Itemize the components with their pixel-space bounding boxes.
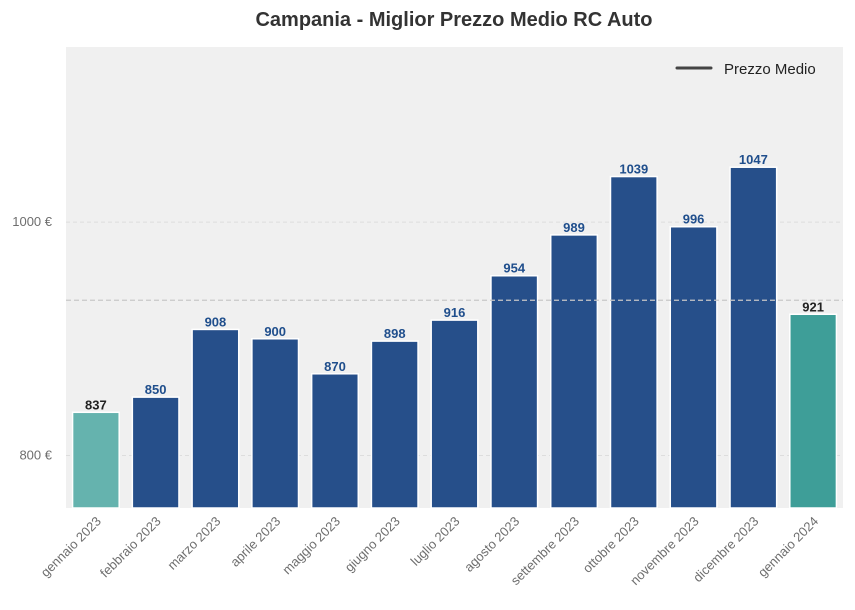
- x-tick-label: giugno 2023: [342, 514, 403, 575]
- bar: [669, 225, 718, 509]
- bar: [549, 234, 599, 509]
- chart-title: Campania - Miglior Prezzo Medio RC Auto: [255, 9, 652, 31]
- bar: [789, 313, 838, 509]
- x-tick-label: agosto 2023: [461, 514, 522, 575]
- x-tick-label: aprile 2023: [227, 514, 283, 570]
- data-label: 1039: [619, 162, 648, 177]
- data-label: 989: [563, 220, 585, 235]
- bar: [310, 373, 360, 509]
- bar: [370, 340, 419, 509]
- bars: [71, 166, 838, 509]
- bar: [729, 166, 778, 509]
- x-tick-label: luglio 2023: [408, 514, 463, 569]
- y-tick-label: 800 €: [19, 447, 52, 462]
- data-label: 870: [324, 359, 346, 374]
- data-label: 921: [802, 299, 824, 314]
- legend: Prezzo Medio: [675, 61, 816, 78]
- legend-label-prezzo-medio: Prezzo Medio: [724, 61, 816, 78]
- data-label: 1047: [739, 152, 768, 167]
- data-label: 996: [683, 212, 705, 227]
- data-labels: 837 850 908 900 870 898 916 954 989 1039 996 1047 92…: [85, 152, 824, 412]
- bar: [430, 319, 479, 509]
- data-label: 898: [384, 326, 406, 341]
- data-label: 900: [264, 324, 286, 339]
- x-tick-label: gennaio 2023: [38, 514, 104, 580]
- data-label: 954: [503, 261, 525, 276]
- y-axis: 800 € 1000 €: [12, 214, 53, 462]
- bar: [131, 396, 180, 509]
- data-label: 837: [85, 397, 107, 412]
- bar: [191, 328, 240, 509]
- x-tick-label: ottobre 2023: [580, 514, 642, 576]
- x-tick-label: gennaio 2024: [755, 514, 821, 580]
- data-label: 908: [205, 314, 227, 329]
- bar: [609, 175, 658, 509]
- x-tick-label: maggio 2023: [279, 514, 343, 578]
- data-label: 850: [145, 382, 167, 397]
- bar: [490, 274, 539, 509]
- bar: [251, 338, 300, 509]
- y-tick-label: 1000 €: [12, 214, 53, 229]
- x-tick-label: febbraio 2023: [97, 514, 164, 581]
- bar: [71, 411, 120, 509]
- x-tick-label: marzo 2023: [164, 514, 223, 573]
- data-label: 916: [444, 305, 466, 320]
